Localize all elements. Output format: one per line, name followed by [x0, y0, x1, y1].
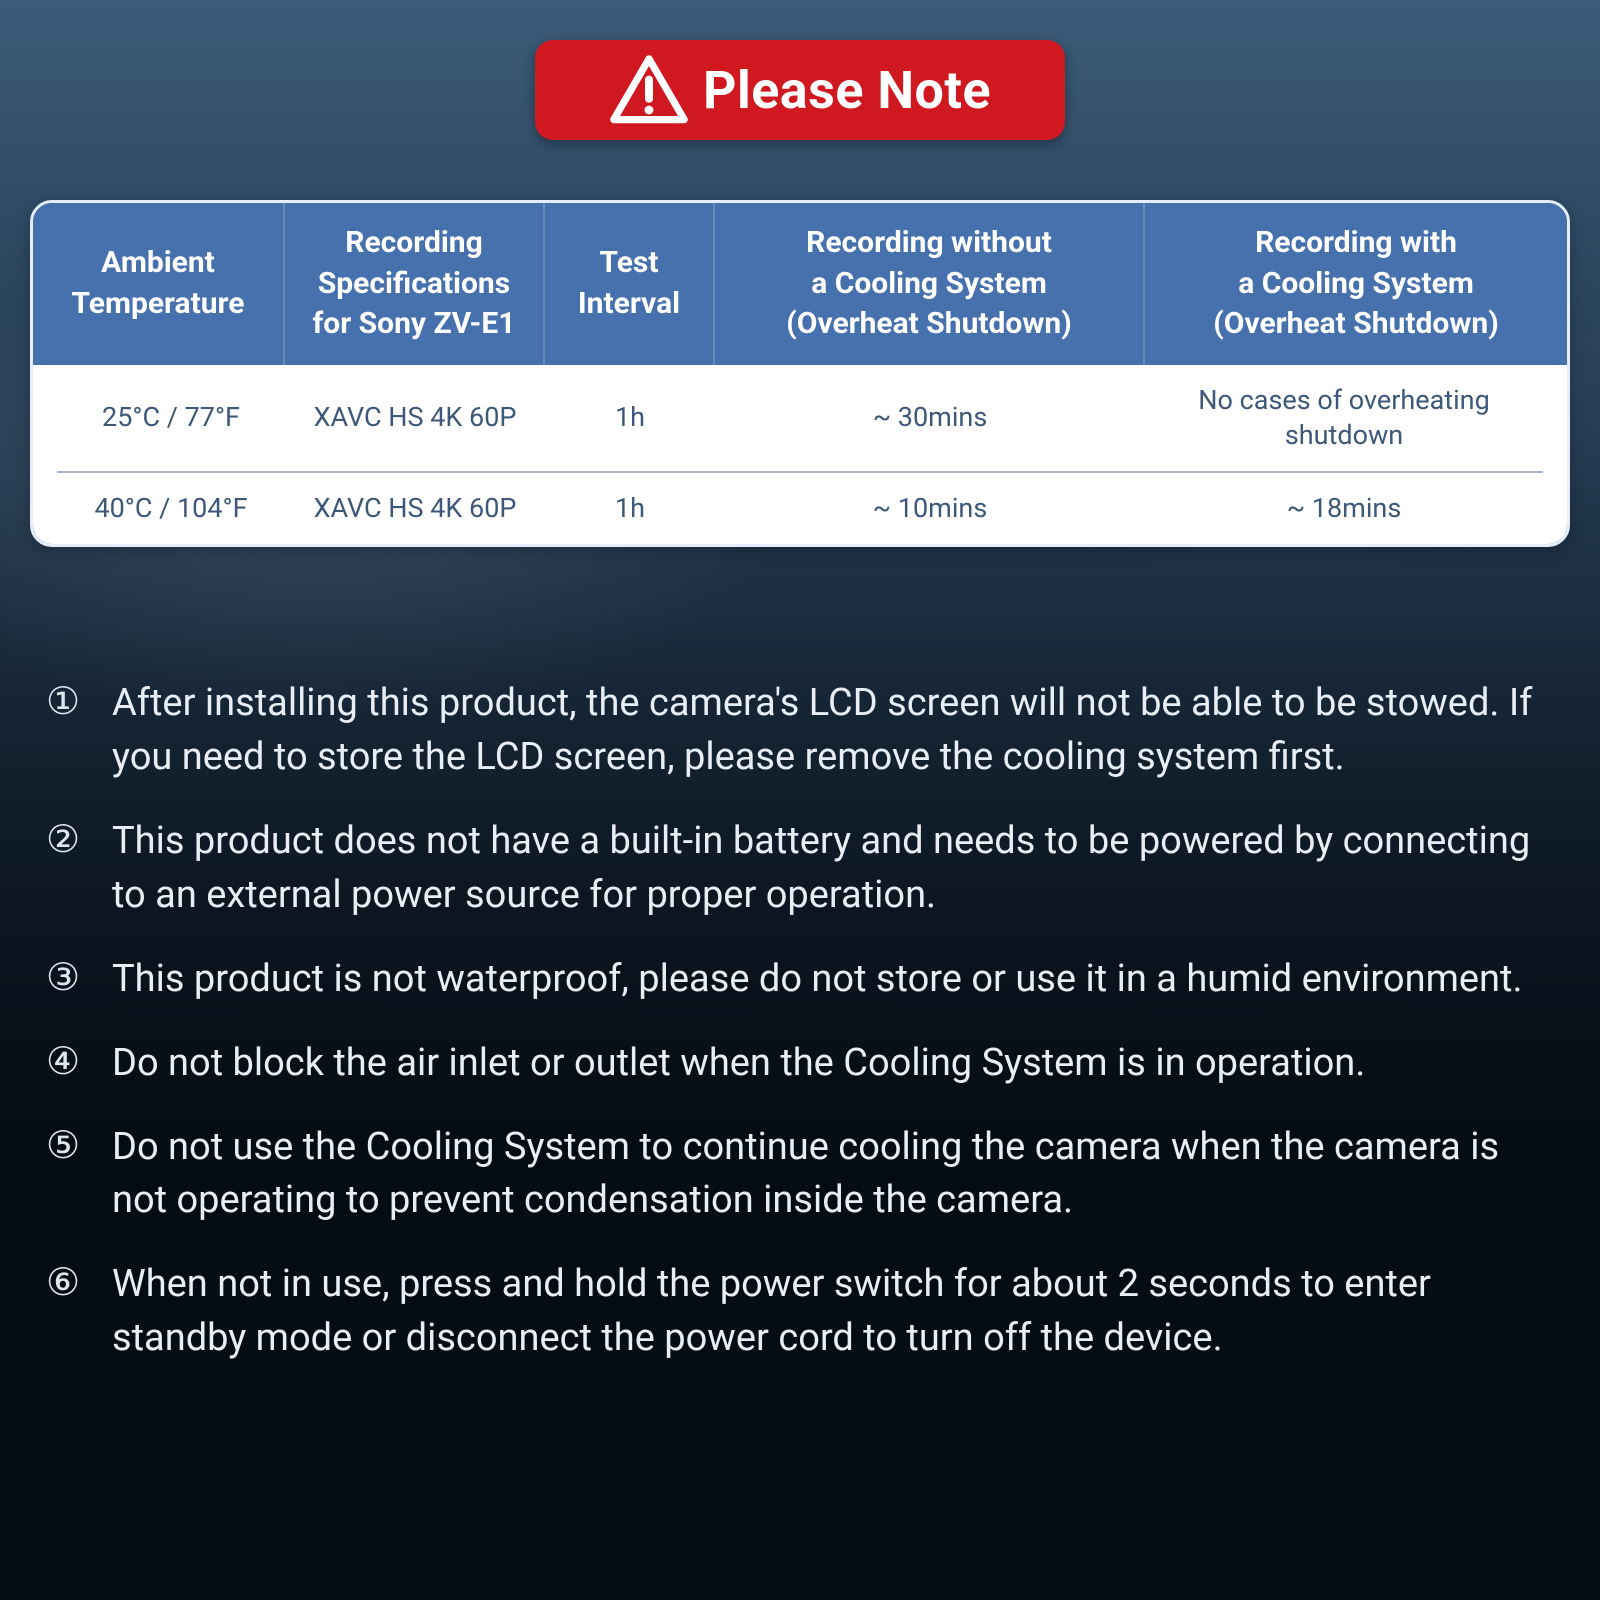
circled-number-icon: ④: [40, 1037, 86, 1088]
cell: 40°C / 104°F: [57, 473, 285, 544]
cell: ~ 30mins: [715, 365, 1145, 471]
circled-number-icon: ②: [40, 815, 86, 866]
cell: No cases of overheating shutdown: [1145, 365, 1543, 471]
note-text: This product does not have a built-in ba…: [112, 815, 1552, 923]
table-header: AmbientTemperature RecordingSpecificatio…: [33, 203, 1567, 365]
table-body: 25°C / 77°F XAVC HS 4K 60P 1h ~ 30mins N…: [33, 365, 1567, 544]
col-ambient-temp: AmbientTemperature: [33, 203, 285, 365]
col-with-cooling: Recording witha Cooling System(Overheat …: [1145, 203, 1567, 365]
table-row: 25°C / 77°F XAVC HS 4K 60P 1h ~ 30mins N…: [57, 365, 1543, 471]
list-item: ② This product does not have a built-in …: [40, 815, 1552, 923]
cell: XAVC HS 4K 60P: [285, 473, 545, 544]
note-text: After installing this product, the camer…: [112, 677, 1552, 785]
cell: 1h: [545, 473, 715, 544]
cell: XAVC HS 4K 60P: [285, 365, 545, 471]
note-text: Do not use the Cooling System to continu…: [112, 1121, 1552, 1229]
cell: ~ 18mins: [1145, 473, 1543, 544]
col-without-cooling: Recording withouta Cooling System(Overhe…: [715, 203, 1145, 365]
list-item: ③ This product is not waterproof, please…: [40, 953, 1552, 1007]
col-recording-spec: RecordingSpecificationsfor Sony ZV-E1: [285, 203, 545, 365]
list-item: ⑥ When not in use, press and hold the po…: [40, 1258, 1552, 1366]
please-note-label: Please Note: [703, 60, 991, 121]
circled-number-icon: ③: [40, 953, 86, 1004]
list-item: ⑤ Do not use the Cooling System to conti…: [40, 1121, 1552, 1229]
notes-list: ① After installing this product, the cam…: [0, 677, 1600, 1367]
circled-number-icon: ⑥: [40, 1258, 86, 1309]
note-text: This product is not waterproof, please d…: [112, 953, 1523, 1007]
cell: 25°C / 77°F: [57, 365, 285, 471]
warning-triangle-icon: [609, 54, 689, 126]
please-note-badge: Please Note: [535, 40, 1065, 140]
page-root: Please Note AmbientTemperature Recording…: [0, 0, 1600, 1600]
cell: ~ 10mins: [715, 473, 1145, 544]
spec-table: AmbientTemperature RecordingSpecificatio…: [30, 200, 1570, 547]
circled-number-icon: ⑤: [40, 1121, 86, 1172]
table-row: 40°C / 104°F XAVC HS 4K 60P 1h ~ 10mins …: [57, 471, 1543, 544]
list-item: ④ Do not block the air inlet or outlet w…: [40, 1037, 1552, 1091]
col-test-interval: TestInterval: [545, 203, 715, 365]
note-text: When not in use, press and hold the powe…: [112, 1258, 1552, 1366]
cell: 1h: [545, 365, 715, 471]
note-text: Do not block the air inlet or outlet whe…: [112, 1037, 1365, 1091]
circled-number-icon: ①: [40, 677, 86, 728]
list-item: ① After installing this product, the cam…: [40, 677, 1552, 785]
